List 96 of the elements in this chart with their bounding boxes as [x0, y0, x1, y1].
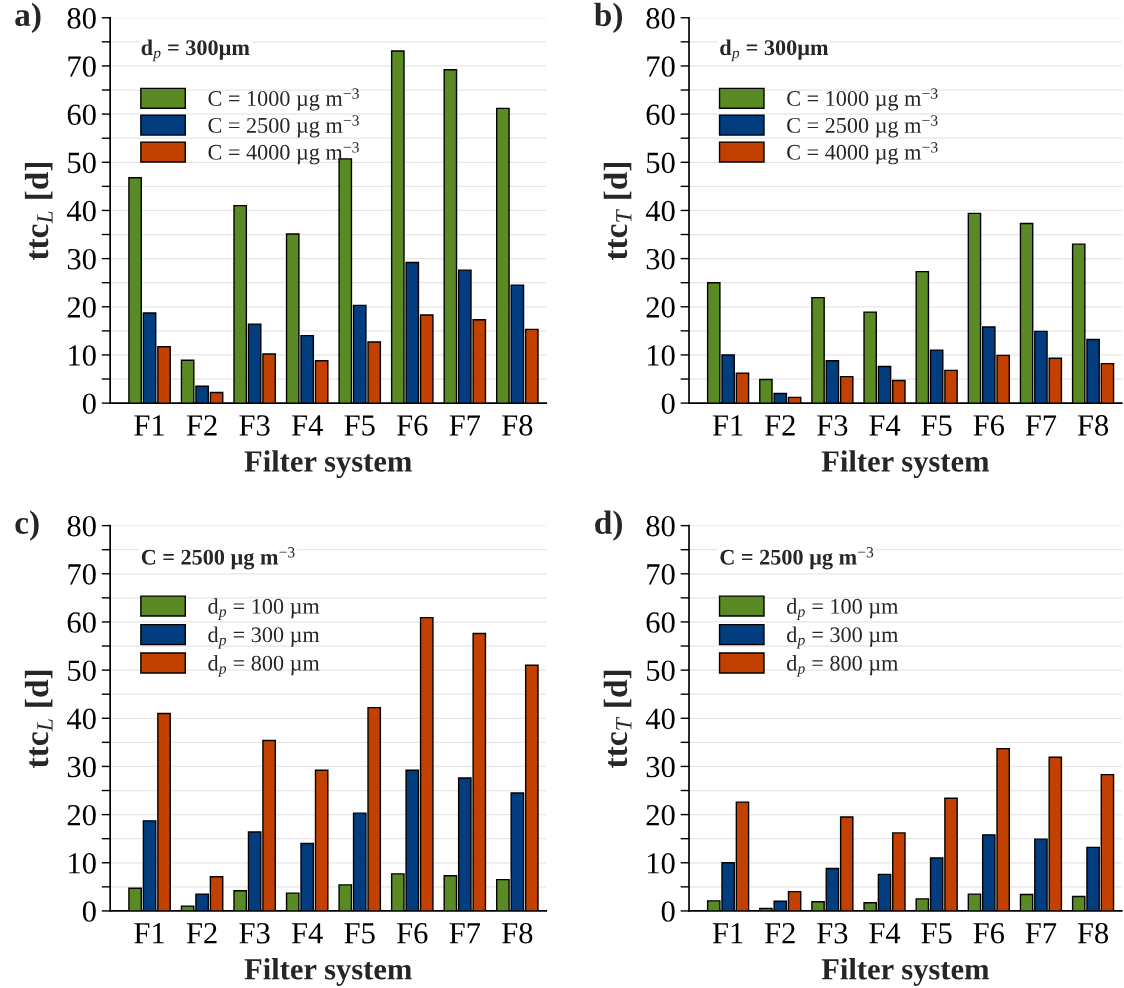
x-tick-label: F1 [712, 415, 743, 436]
annotation: C = 2500 µg m$^{−3}$ [141, 547, 295, 570]
y-tick-label: 80 [646, 515, 675, 537]
x-tick-label: F7 [1025, 415, 1057, 436]
x-tick-label: F7 [449, 415, 481, 436]
y-axis-title: ttc$_{L}$ [d] [24, 670, 53, 768]
y-tick-label: 60 [67, 612, 96, 633]
legend-label: d$_{p}$ = 300 µm [208, 626, 320, 649]
legend-label: d$_{p}$ = 800 µm [208, 655, 320, 677]
y-tick-label: 80 [67, 515, 96, 537]
x-tick-label: F7 [1025, 923, 1057, 944]
x-tick-label: F5 [344, 923, 375, 944]
y-tick-label: 20 [646, 804, 675, 826]
x-axis-title: Filter system [244, 958, 412, 986]
chart-title: c) [15, 510, 39, 541]
y-tick-label: 70 [647, 56, 675, 77]
y-tick-label: 70 [68, 56, 96, 77]
legend-label: C = 2500 µg m$^{−3}$ [208, 115, 359, 138]
legend-label: C = 1000 µg m$^{−3}$ [787, 88, 938, 111]
y-tick-label: 50 [647, 660, 675, 682]
y-tick-label: 40 [67, 200, 96, 222]
x-tick-label: F3 [817, 415, 848, 436]
x-tick-label: F8 [502, 922, 533, 944]
x-tick-label: F5 [921, 415, 952, 436]
y-tick-label: 60 [646, 104, 675, 126]
chart-title: b) [594, 2, 622, 33]
y-tick-label: 30 [67, 756, 96, 778]
y-tick-label: 10 [647, 345, 675, 366]
y-tick-label: 60 [67, 104, 96, 126]
y-tick-label: 0 [82, 393, 96, 415]
x-tick-label: F3 [239, 415, 270, 436]
y-tick-label: 10 [647, 853, 675, 874]
y-tick-label: 30 [646, 756, 675, 778]
y-tick-label: 0 [82, 901, 96, 922]
chart-title: a) [15, 2, 41, 33]
legend-label: d$_{p}$ = 300 µm [787, 626, 899, 649]
y-tick-label: 40 [645, 708, 675, 730]
x-tick-label: F5 [921, 923, 952, 944]
x-tick-label: F6 [397, 923, 428, 944]
y-tick-label: 40 [67, 708, 96, 730]
x-tick-label: F2 [186, 415, 217, 436]
y-tick-label: 30 [67, 248, 96, 270]
y-tick-label: 20 [646, 297, 675, 318]
x-tick-label: F4 [869, 923, 901, 944]
x-tick-label: F2 [765, 415, 795, 436]
x-tick-label: F1 [712, 923, 743, 944]
y-tick-label: 60 [646, 612, 675, 633]
x-tick-label: F6 [973, 415, 1005, 436]
y-tick-label: 70 [647, 564, 675, 585]
legend-label: C = 4000 µg m$^{−3}$ [208, 142, 359, 165]
y-tick-label: 20 [67, 297, 96, 318]
y-tick-label: 30 [646, 248, 675, 270]
x-tick-label: F4 [869, 415, 901, 436]
x-tick-label: F5 [344, 415, 375, 436]
y-axis-title: ttc$_{T}$ [d] [603, 163, 632, 261]
y-axis-title: ttc$_{L}$ [d] [24, 163, 53, 261]
legend-label: C = 4000 µg m$^{−3}$ [787, 142, 938, 165]
y-tick-label: 80 [67, 8, 96, 29]
legend-label: C = 1000 µg m$^{−3}$ [208, 88, 359, 111]
x-axis-title: Filter system [821, 958, 990, 986]
y-tick-label: 0 [661, 901, 675, 922]
x-tick-label: F8 [1077, 415, 1109, 436]
x-tick-label: F4 [291, 415, 323, 436]
x-tick-label: F8 [502, 415, 533, 436]
x-tick-label: F1 [134, 415, 164, 436]
legend-label: d$_{p}$ = 100 µm [787, 598, 899, 620]
y-tick-label: 0 [661, 393, 675, 415]
x-tick-label: F6 [397, 415, 428, 436]
annotation: d$_{p}$ = 300µm [141, 39, 250, 62]
legend-label: d$_{p}$ = 800 µm [787, 655, 899, 677]
annotation: C = 2500 µg m$^{−3}$ [720, 547, 874, 570]
x-tick-label: F4 [291, 923, 323, 944]
x-tick-label: F8 [1077, 922, 1109, 944]
legend-label: d$_{p}$ = 100 µm [208, 598, 320, 620]
legend-label: C = 2500 µg m$^{−3}$ [787, 115, 938, 138]
x-tick-label: F2 [765, 923, 795, 944]
x-axis-title: Filter system [821, 450, 990, 479]
x-tick-label: F3 [817, 923, 848, 944]
y-tick-label: 50 [68, 660, 96, 682]
x-tick-label: F2 [186, 923, 217, 944]
y-tick-label: 50 [647, 152, 675, 174]
y-tick-label: 20 [67, 804, 96, 826]
x-tick-label: F6 [973, 923, 1005, 944]
x-axis-title: Filter system [244, 450, 412, 479]
annotation: d$_{p}$ = 300µm [720, 39, 829, 62]
y-tick-label: 70 [68, 564, 96, 585]
y-tick-label: 10 [69, 853, 96, 874]
x-tick-label: F7 [449, 923, 481, 944]
y-tick-label: 50 [68, 152, 96, 174]
x-tick-label: F1 [134, 923, 164, 944]
y-axis-title: ttc$_{T}$ [d] [603, 670, 632, 768]
y-tick-label: 40 [645, 200, 675, 222]
y-tick-label: 10 [69, 345, 96, 366]
x-tick-label: F3 [239, 923, 270, 944]
y-tick-label: 80 [646, 8, 675, 29]
chart-title: d) [595, 510, 622, 541]
